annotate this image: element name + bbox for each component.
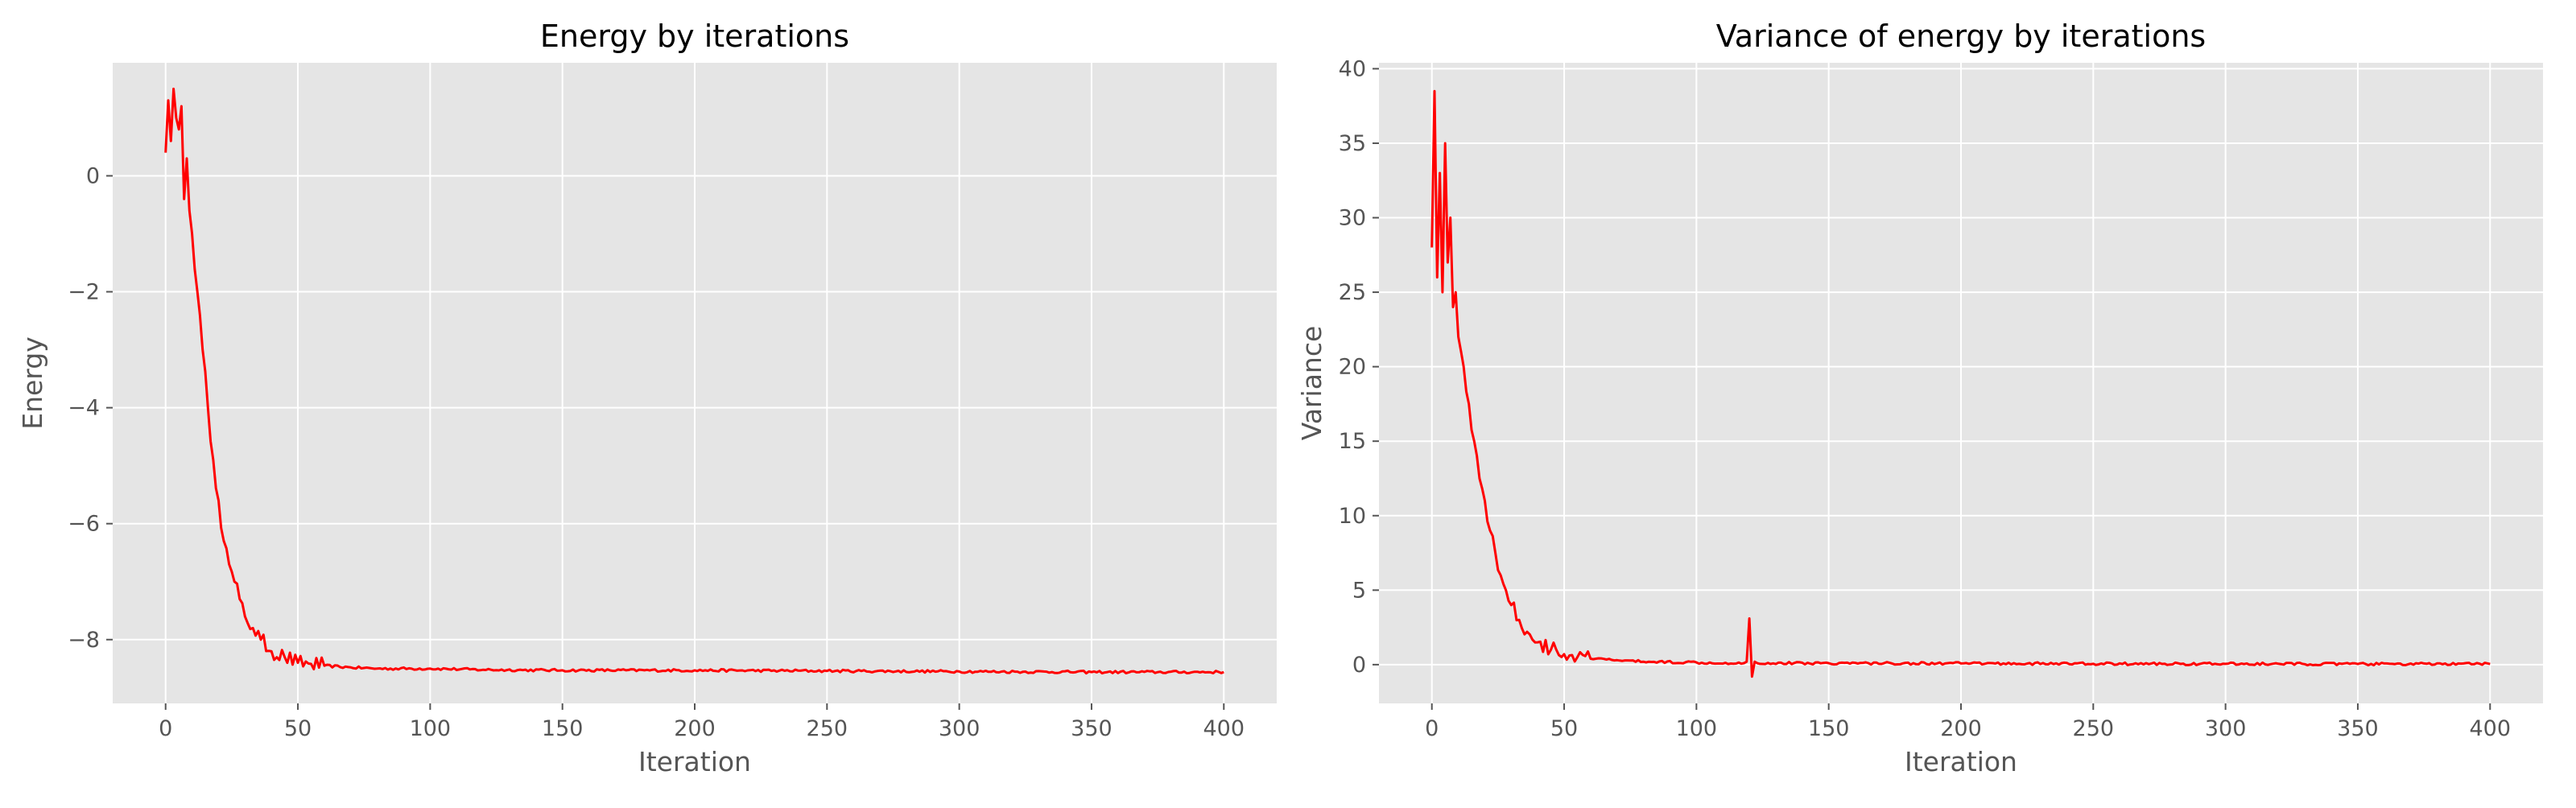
chart2-y-tick-label: 20 <box>1339 355 1366 380</box>
chart2-title: Variance of energy by iterations <box>1716 19 2206 54</box>
chart2-x-tick-label: 200 <box>1940 716 1982 741</box>
chart2-x-tick-label: 0 <box>1425 716 1439 741</box>
chart2-x-tick-label: 100 <box>1676 716 1718 741</box>
chart2-y-tick-label: 0 <box>1352 653 1366 678</box>
chart2-x-tick-label: 50 <box>1550 716 1578 741</box>
chart1-y-tick-label: −8 <box>68 628 100 653</box>
chart1-x-tick-label: 350 <box>1071 716 1113 741</box>
chart2-group: 0 50 100 150 200 250 300 350 400 0 5 10 15 20 25 30 35 40… <box>1296 19 2543 777</box>
chart2-y-tick-label: 25 <box>1339 280 1366 305</box>
chart2-x-tick-label: 350 <box>2337 716 2379 741</box>
chart2-series-line <box>1430 89 2491 678</box>
chart1-y-tick-label: −4 <box>68 396 100 421</box>
chart1-x-tick-label: 100 <box>410 716 452 741</box>
chart2-x-tick-label: 400 <box>2469 716 2511 741</box>
chart1-y-tick-label: −6 <box>68 512 100 537</box>
chart2-y-tick-label: 30 <box>1339 206 1366 231</box>
chart1-x-axis-label: Iteration <box>638 746 751 777</box>
chart1-y-tick-label: −2 <box>68 280 100 305</box>
chart1-y-tick-label: 0 <box>86 163 100 188</box>
chart2-x-tick-label: 300 <box>2205 716 2247 741</box>
chart1-y-axis-label: Energy <box>17 336 48 430</box>
chart2-x-axis-label: Iteration <box>1905 746 2017 777</box>
chart1-x-tick-label: 50 <box>284 716 312 741</box>
chart1-group: 0 50 100 150 200 250 300 350 400 0 −2 −4 −6 −8 Energy … <box>17 19 1277 777</box>
chart2-y-tick-label: 35 <box>1339 131 1366 156</box>
chart2-y-tick-label: 15 <box>1339 429 1366 454</box>
chart1-x-tick-label: 200 <box>674 716 716 741</box>
chart1-x-tick-label: 0 <box>159 716 172 741</box>
chart1-x-tick-label: 250 <box>807 716 848 741</box>
chart2-y-tick-label: 10 <box>1339 504 1366 529</box>
chart2-x-tick-label: 250 <box>2073 716 2115 741</box>
chart2-x-tick-label: 150 <box>1808 716 1850 741</box>
chart1-x-tick-label: 150 <box>542 716 584 741</box>
chart1-x-tick-label: 300 <box>939 716 980 741</box>
chart2-y-tick-label: 40 <box>1339 56 1366 81</box>
chart1-series-line <box>164 87 1224 675</box>
chart2-y-tick-label: 5 <box>1352 578 1366 603</box>
chart1-title: Energy by iterations <box>540 19 849 54</box>
chart1-x-tick-label: 400 <box>1203 716 1245 741</box>
chart2-y-axis-label: Variance <box>1296 326 1327 441</box>
